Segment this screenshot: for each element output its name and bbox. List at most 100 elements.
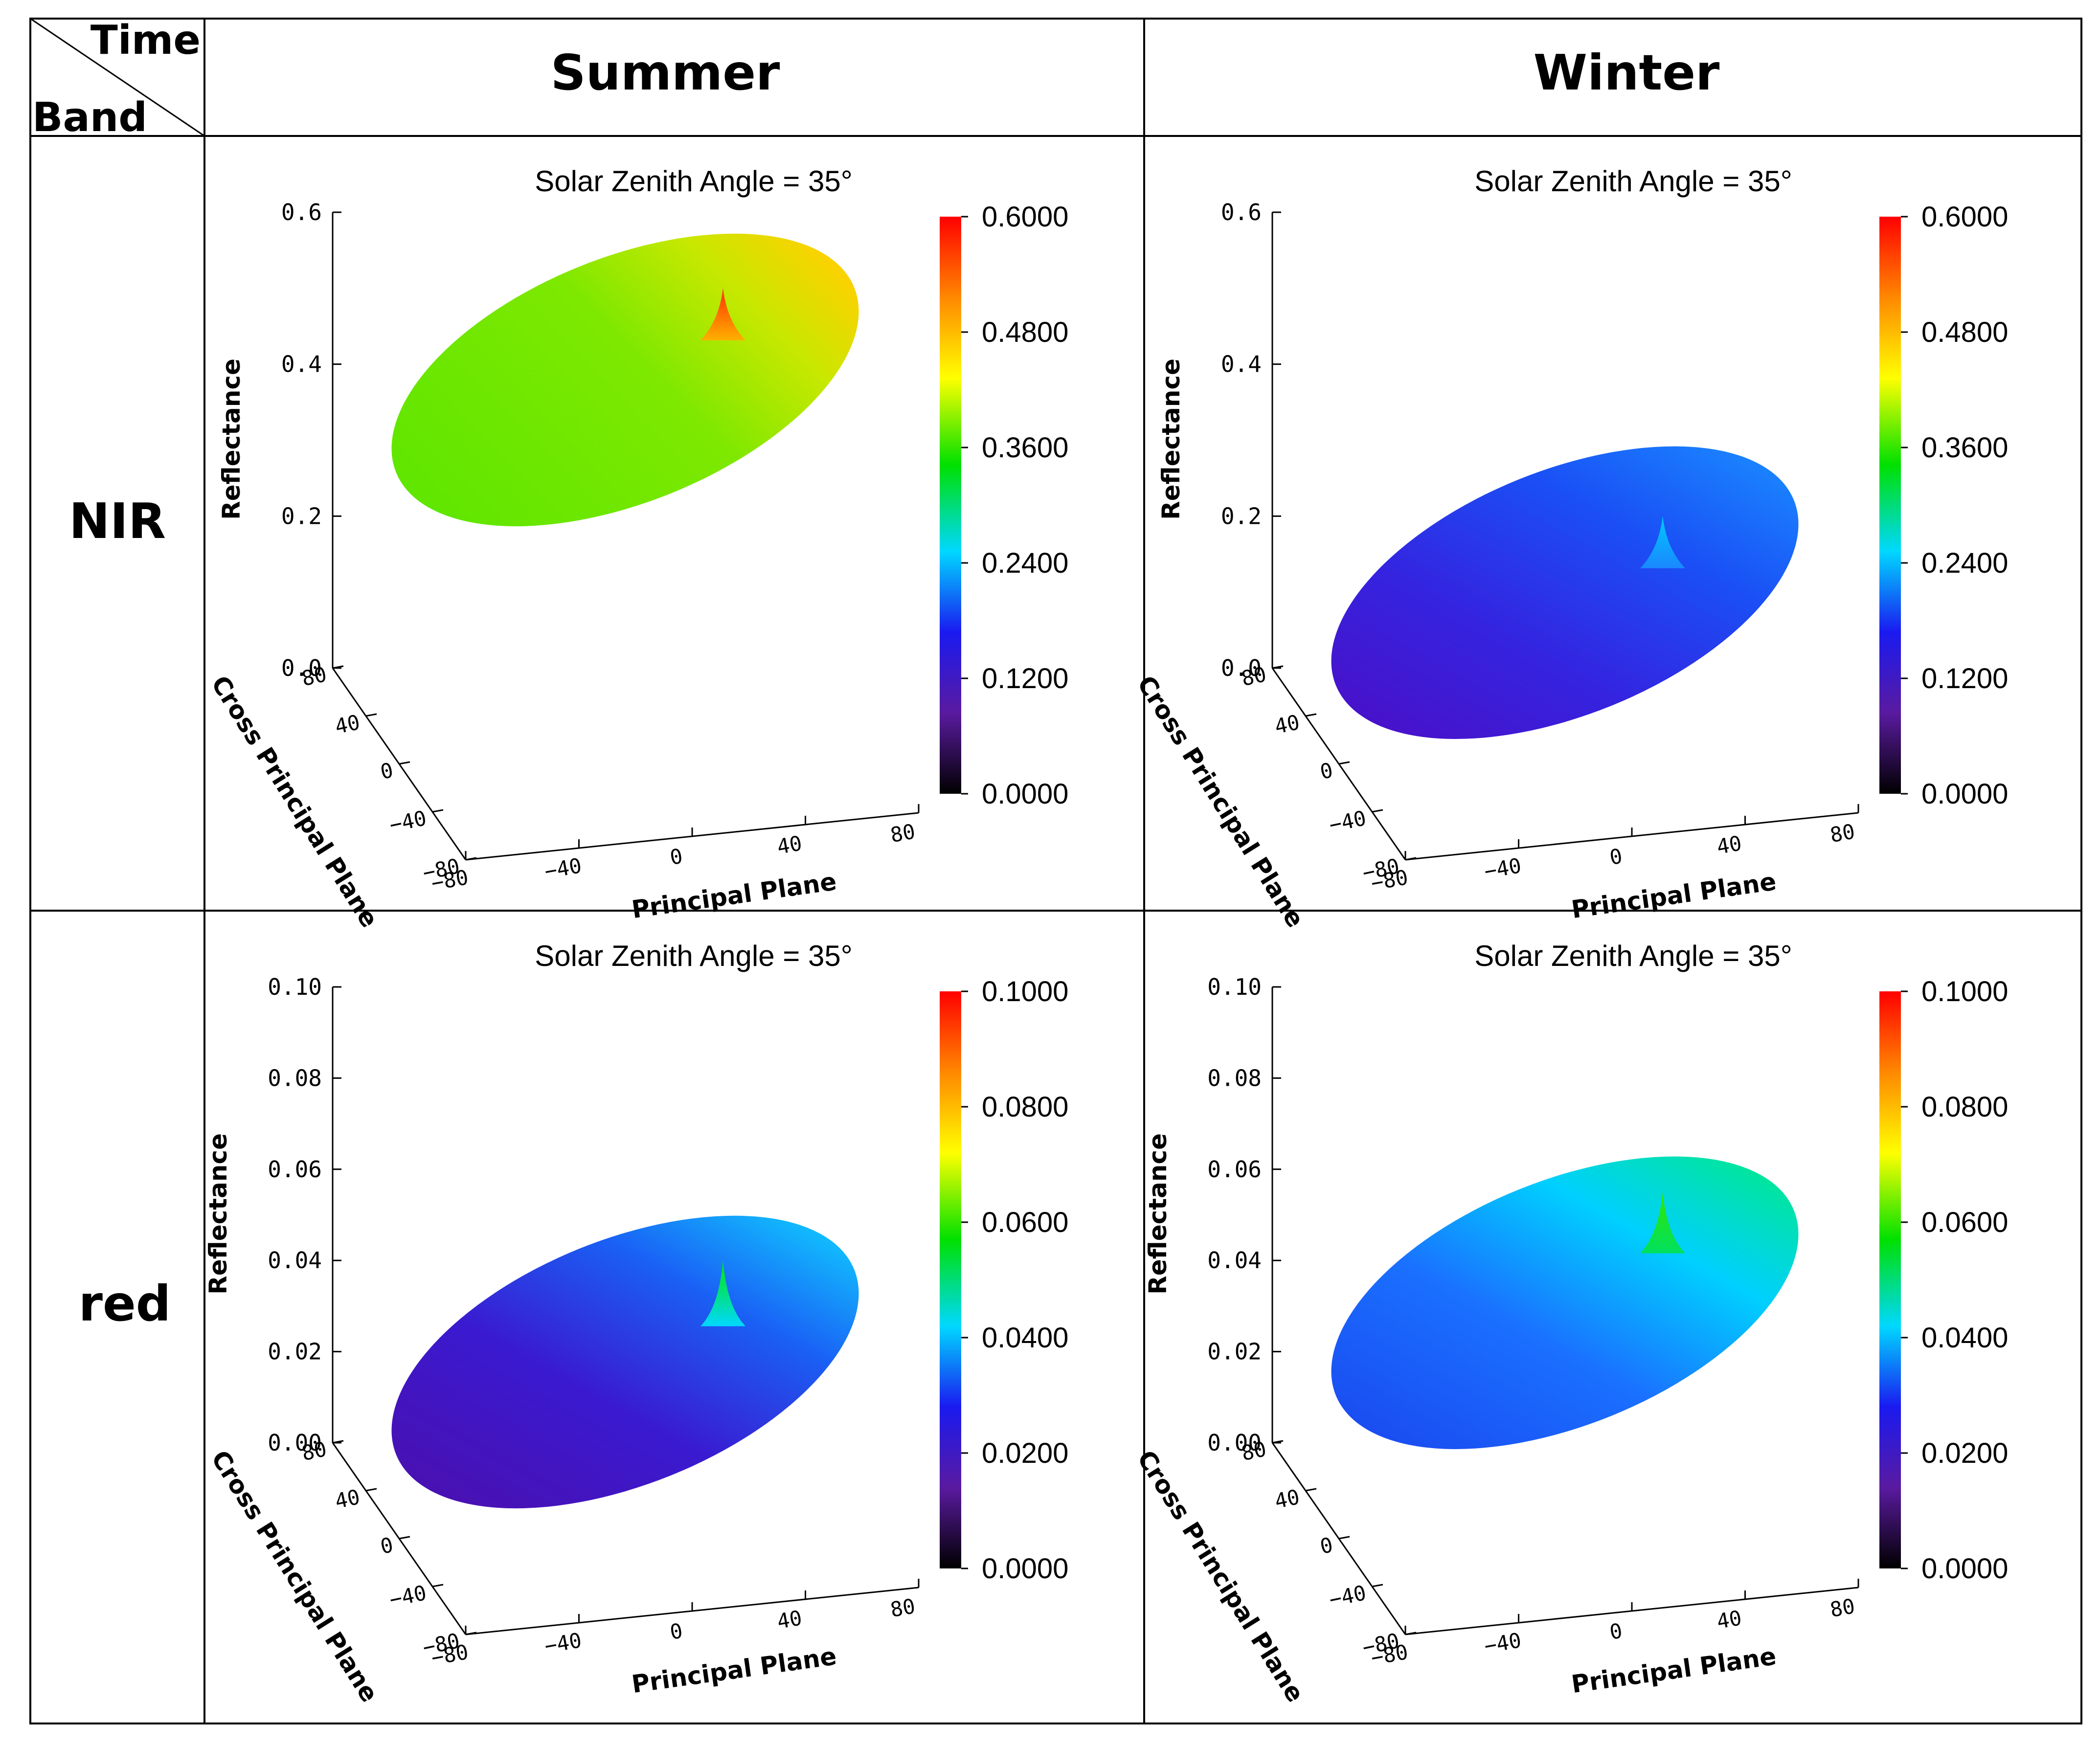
- colorbar-tick-label: 0.0400: [982, 1322, 1068, 1354]
- y-tick-mark: [365, 1488, 377, 1492]
- y-tick-mark: [1372, 809, 1383, 813]
- colorbar-tick-label: 0.1000: [1921, 976, 2008, 1007]
- x-tick-label: 40: [1715, 831, 1743, 859]
- y-tick-mark: [465, 1632, 477, 1635]
- x-axis-label: Principal Plane: [630, 867, 838, 924]
- z-tick-label: 0.08: [268, 1065, 322, 1091]
- x-tick-label: −40: [1482, 853, 1523, 883]
- z-tick-label: 0.4: [1221, 351, 1262, 378]
- colorbar-tick-label: 0.3600: [982, 432, 1068, 464]
- table-border: [29, 18, 2082, 1724]
- x-tick-label: −40: [542, 853, 583, 883]
- brdf-surface: [1331, 1156, 1799, 1449]
- z-tick-label: 0.10: [1207, 974, 1262, 1000]
- hotspot-peak: [700, 288, 745, 340]
- x-tick-label: 0: [668, 844, 684, 870]
- colorbar: [940, 991, 961, 1568]
- x-tick-label: −40: [542, 1628, 583, 1658]
- y-tick-label: 80: [299, 662, 329, 691]
- colorbar-tick-label: 0.0600: [982, 1207, 1068, 1238]
- y-tick-label: 40: [1272, 710, 1302, 738]
- z-tick-label: 0.00: [268, 1430, 322, 1456]
- z-tick-label: 0.2: [1221, 503, 1262, 529]
- z-tick-label: 0.00: [1207, 1430, 1262, 1456]
- chart-nir-winter: Solar Zenith Angle = 35°0.00.20.40.6−80−…: [1131, 165, 2008, 932]
- y-tick-label: 40: [333, 710, 362, 738]
- y-tick-mark: [1272, 665, 1284, 669]
- colorbar-tick-label: 0.0000: [1921, 778, 2008, 810]
- chart-title: Solar Zenith Angle = 35°: [1474, 940, 1792, 972]
- z-tick-label: 0.6: [281, 199, 322, 225]
- corner-time-label: Time: [90, 17, 201, 64]
- x-tick-label: 40: [775, 1606, 804, 1633]
- z-axis-label: Reflectance: [1144, 1133, 1172, 1295]
- colorbar-tick-label: 0.0200: [1921, 1437, 2008, 1469]
- corner-diagonal: [30, 18, 205, 137]
- x-axis-label: Principal Plane: [630, 1642, 838, 1699]
- z-tick-label: 0.0: [281, 655, 322, 681]
- colorbar-tick-label: 0.1000: [982, 976, 1068, 1007]
- x-tick-label: 40: [775, 831, 804, 859]
- chart-nir-summer: Solar Zenith Angle = 35°0.00.20.40.6−80−…: [205, 165, 1068, 932]
- chart-title: Solar Zenith Angle = 35°: [1474, 165, 1792, 198]
- z-tick-label: 0.10: [268, 974, 322, 1000]
- colorbar-tick-label: 0.4800: [1921, 316, 2008, 348]
- y-tick-mark: [1305, 1488, 1317, 1492]
- y-tick-label: 0: [378, 758, 395, 784]
- x-tick-label: 0: [1608, 1618, 1624, 1644]
- chart-red-winter: Solar Zenith Angle = 35° 0.00 0.02 0.04 0.06…: [1131, 940, 2008, 1707]
- colorbar-tick-label: 0.1200: [1921, 663, 2008, 694]
- y-tick-mark: [399, 761, 410, 765]
- colorbar-tick-label: 0.0600: [1921, 1207, 2008, 1238]
- colorbar-tick-label: 0.6000: [1921, 201, 2008, 233]
- y-tick-label: −40: [387, 1581, 429, 1612]
- y-axis-label: Cross Principal Plane: [1131, 1446, 1310, 1707]
- y-tick-label: 80: [1239, 1437, 1268, 1465]
- z-axis-label: Reflectance: [217, 358, 246, 520]
- z-axis-label: Reflectance: [204, 1133, 232, 1295]
- colorbar-tick-label: 0.0000: [982, 1553, 1068, 1585]
- z-tick-label: 0.08: [1207, 1065, 1262, 1091]
- x-tick-label: 40: [1715, 1606, 1743, 1633]
- z-tick-label: 0.02: [268, 1339, 322, 1365]
- x-tick-label: 0: [1608, 844, 1624, 870]
- x-tick-label: −40: [1482, 1628, 1523, 1658]
- z-tick-label: 0.06: [268, 1156, 322, 1183]
- colorbar-tick-label: 0.0200: [982, 1437, 1068, 1469]
- y-tick-label: 40: [1272, 1485, 1302, 1513]
- y-tick-mark: [332, 1440, 344, 1444]
- y-tick-mark: [399, 1536, 410, 1540]
- row-header-red: red: [79, 1275, 171, 1332]
- brdf-surface: [1331, 446, 1799, 739]
- y-tick-label: −40: [1327, 806, 1368, 837]
- z-tick-label: 0.04: [268, 1247, 322, 1274]
- y-tick-label: 0: [378, 1533, 395, 1559]
- y-tick-mark: [432, 1584, 444, 1588]
- x-tick-label: 80: [1828, 819, 1856, 847]
- colorbar: [1879, 217, 1901, 794]
- colorbar-tick-label: 0.0800: [1921, 1091, 2008, 1123]
- colorbar-tick-label: 0.0000: [982, 778, 1068, 810]
- z-tick-label: 0.06: [1207, 1156, 1262, 1183]
- colorbar-tick-label: 0.3600: [1921, 432, 2008, 464]
- z-tick-label: 0.4: [281, 351, 322, 378]
- y-tick-mark: [1338, 1536, 1350, 1540]
- chart-red-summer: Solar Zenith Angle = 35° 0.00 0.02 0.04 0.06…: [204, 940, 1068, 1707]
- y-tick-mark: [1405, 857, 1417, 861]
- z-tick-label: 0.6: [1221, 199, 1262, 225]
- colorbar-tick-label: 0.2400: [1921, 547, 2008, 579]
- column-header-winter: Winter: [1534, 44, 1720, 101]
- y-tick-mark: [1272, 1440, 1284, 1444]
- y-tick-mark: [332, 665, 344, 669]
- colorbar-tick-label: 0.0400: [1921, 1322, 2008, 1354]
- z-tick-label: 0.04: [1207, 1247, 1262, 1274]
- hotspot-peak: [1640, 1192, 1685, 1253]
- hotspot-peak: [700, 1260, 745, 1326]
- y-axis-label: Cross Principal Plane: [1131, 671, 1310, 933]
- y-tick-mark: [1305, 713, 1317, 717]
- z-axis-label: Reflectance: [1157, 358, 1185, 520]
- brdf-surface: [391, 1215, 859, 1509]
- x-tick-label: 80: [1828, 1594, 1856, 1622]
- colorbar-tick-label: 0.2400: [982, 547, 1068, 579]
